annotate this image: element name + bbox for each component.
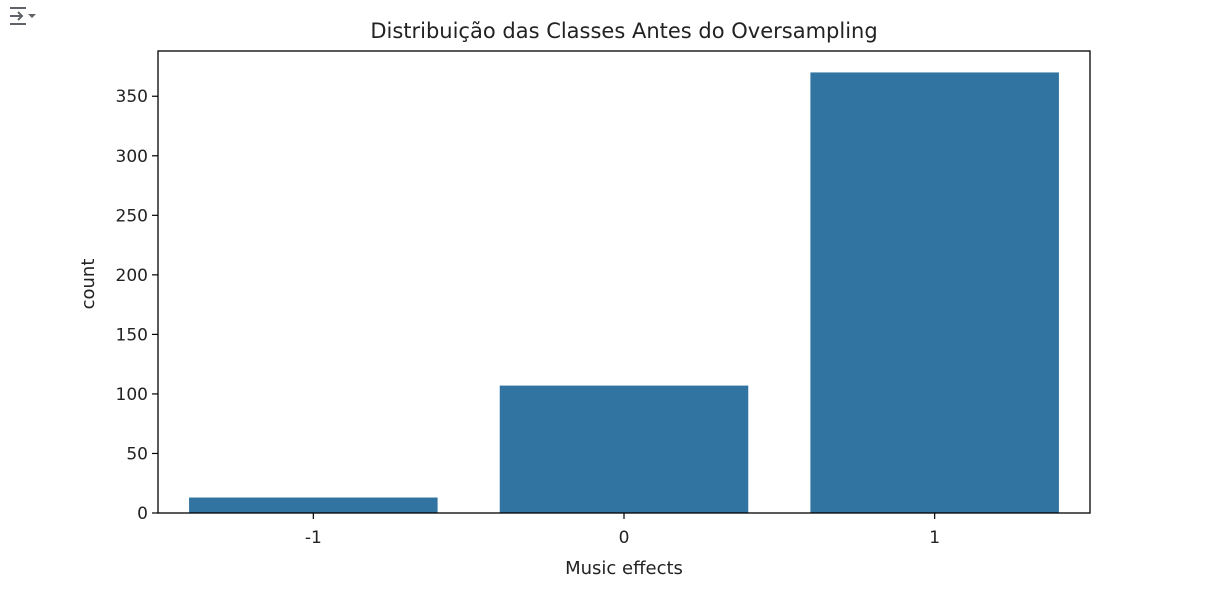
x-tick-label: 1 — [929, 528, 940, 548]
y-axis-ticks: 0 50 100 150 200 250 300 350 — [116, 87, 158, 524]
x-axis-label: Music effects — [565, 558, 683, 579]
x-tick-label: 0 — [619, 528, 630, 548]
y-tick-label: 100 — [116, 385, 148, 405]
bar--1 — [189, 497, 438, 513]
plot-frame — [157, 50, 1091, 514]
y-tick-label: 200 — [116, 266, 148, 286]
y-axis-label: count — [78, 259, 99, 310]
y-tick-label: 250 — [116, 206, 148, 226]
output-collapse-icon[interactable] — [8, 4, 38, 30]
y-tick-label: 150 — [116, 325, 148, 345]
y-tick-label: 0 — [137, 504, 148, 524]
output-collapse-glyph — [10, 7, 36, 25]
bars — [189, 72, 1059, 514]
bar-0 — [499, 385, 749, 513]
y-tick-label: 300 — [116, 147, 148, 167]
x-axis-ticks: -1 0 1 — [305, 513, 940, 548]
y-tick-label: 50 — [126, 444, 148, 464]
x-tick-label: -1 — [305, 528, 322, 548]
y-tick-label: 350 — [116, 87, 148, 107]
bar-1 — [810, 72, 1059, 514]
chart-title: Distribuição das Classes Antes do Oversa… — [370, 19, 877, 43]
